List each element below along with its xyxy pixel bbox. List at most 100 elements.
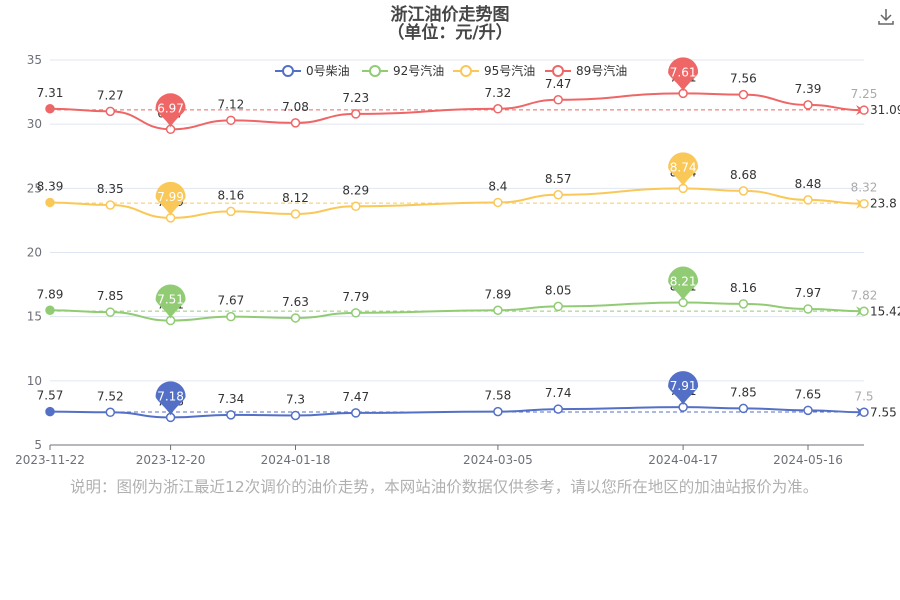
data-point xyxy=(859,306,869,317)
data-label: 8.16 xyxy=(218,188,245,202)
extreme-pin-label: 8.21 xyxy=(670,275,697,289)
data-point xyxy=(803,304,813,314)
data-point xyxy=(553,95,563,105)
x-tick-label: 2024-03-05 xyxy=(463,453,533,467)
data-label: 7.97 xyxy=(795,286,822,300)
y-tick-label: 5 xyxy=(34,438,42,452)
y-tick-label: 35 xyxy=(27,53,42,67)
data-point xyxy=(290,313,301,323)
data-point xyxy=(45,197,55,208)
data-point xyxy=(493,406,503,417)
data-label: 8.32 xyxy=(851,181,878,195)
legend-item[interactable]: 95号汽油 xyxy=(453,63,535,78)
extreme-pin xyxy=(668,152,699,187)
data-point xyxy=(859,198,869,209)
x-tick-label: 2023-11-22 xyxy=(15,453,85,467)
extreme-pin-label: 6.97 xyxy=(157,101,184,115)
legend-swatch-circle xyxy=(460,65,472,77)
legend-item[interactable]: 89号汽油 xyxy=(545,63,627,78)
data-label: 8.29 xyxy=(342,183,369,197)
data-label: 7.47 xyxy=(545,77,572,91)
data-point xyxy=(290,118,301,128)
y-tick-label: 15 xyxy=(27,310,42,324)
data-point xyxy=(738,89,749,100)
data-label: 8.39 xyxy=(37,179,64,193)
data-label: 7.85 xyxy=(97,289,124,303)
data-label: 7.74 xyxy=(545,386,572,400)
data-point xyxy=(226,410,236,420)
data-label: 7.65 xyxy=(795,387,822,401)
data-label: 7.82 xyxy=(851,288,878,302)
data-label: 7.34 xyxy=(218,392,245,406)
data-label: 7.89 xyxy=(37,287,64,301)
x-tick-label: 2024-01-18 xyxy=(261,453,331,467)
data-point xyxy=(493,104,503,114)
series-lines xyxy=(45,88,869,423)
data-point xyxy=(803,100,813,110)
extreme-pin-label: 7.18 xyxy=(157,389,184,403)
data-label: 7.58 xyxy=(485,389,512,403)
legend[interactable]: 0号柴油 92号汽油 95号汽油 89号汽油 xyxy=(275,63,627,78)
extreme-pin xyxy=(668,371,699,406)
y-tick-label: 20 xyxy=(27,246,42,260)
chart-title: 浙江油价走势图 xyxy=(391,4,510,25)
data-label: 7.89 xyxy=(485,287,512,301)
extreme-pin xyxy=(155,93,186,128)
data-label: 7.25 xyxy=(851,87,878,101)
data-point xyxy=(351,308,361,318)
data-label: 7.3 xyxy=(286,392,305,406)
data-label: 7.67 xyxy=(218,294,245,308)
extreme-pin xyxy=(668,57,699,92)
data-point xyxy=(290,209,301,219)
data-labels: 7.57 7.52 7.18 7.34 7.3 7.47 7.58 7.74 7.91 7.85 7… xyxy=(37,70,900,419)
extreme-pin-label: 7.61 xyxy=(670,65,697,79)
data-point xyxy=(105,106,116,117)
end-value-label: 7.55 xyxy=(870,405,897,419)
legend-label: 89号汽油 xyxy=(576,63,627,78)
data-point xyxy=(45,104,55,114)
data-label: 8.35 xyxy=(97,182,124,196)
extreme-pin xyxy=(155,381,186,416)
legend-item[interactable]: 0号柴油 xyxy=(275,64,350,78)
data-label: 8.12 xyxy=(282,191,309,205)
y-tick-label: 10 xyxy=(27,374,42,388)
data-label: 8.48 xyxy=(795,177,822,191)
data-label: 7.27 xyxy=(97,88,124,102)
data-label: 7.08 xyxy=(282,100,309,114)
data-label: 8.57 xyxy=(545,172,572,186)
data-point xyxy=(226,311,236,322)
data-point xyxy=(105,200,116,210)
legend-label: 95号汽油 xyxy=(484,63,535,78)
data-label: 7.63 xyxy=(282,295,309,309)
axes: 5 10 15 20 25 30 35 2023-11-22 2023-12-20 2024-01… xyxy=(15,53,843,467)
data-point xyxy=(493,305,503,315)
data-point xyxy=(226,115,236,126)
data-point xyxy=(859,105,869,115)
end-value-label: 31.09 xyxy=(870,103,900,117)
data-point xyxy=(105,407,116,418)
grid-lines xyxy=(50,59,864,446)
data-label: 7.12 xyxy=(218,97,245,111)
data-point xyxy=(105,307,116,317)
data-label: 7.23 xyxy=(342,91,369,105)
data-label: 7.47 xyxy=(342,390,369,404)
data-point xyxy=(351,109,361,119)
data-point xyxy=(553,301,563,312)
data-label: 7.32 xyxy=(485,86,512,100)
legend-swatch-circle xyxy=(552,65,564,77)
legend-item[interactable]: 92号汽油 xyxy=(362,63,444,78)
data-label: 7.39 xyxy=(795,82,822,96)
data-point xyxy=(803,405,813,416)
data-point xyxy=(803,195,813,205)
data-label: 7.56 xyxy=(730,72,757,86)
data-point xyxy=(859,407,869,418)
data-point xyxy=(351,201,361,212)
download-icon[interactable] xyxy=(876,6,896,26)
extreme-pin-label: 7.91 xyxy=(670,379,697,393)
extreme-markers: 7.91 7.18 8.21 7.51 8.74 7.99 7.61 6.97 xyxy=(155,57,699,416)
data-label: 7.52 xyxy=(97,389,124,403)
data-point xyxy=(738,186,749,196)
data-point xyxy=(553,404,563,414)
y-tick-label: 30 xyxy=(27,117,42,131)
